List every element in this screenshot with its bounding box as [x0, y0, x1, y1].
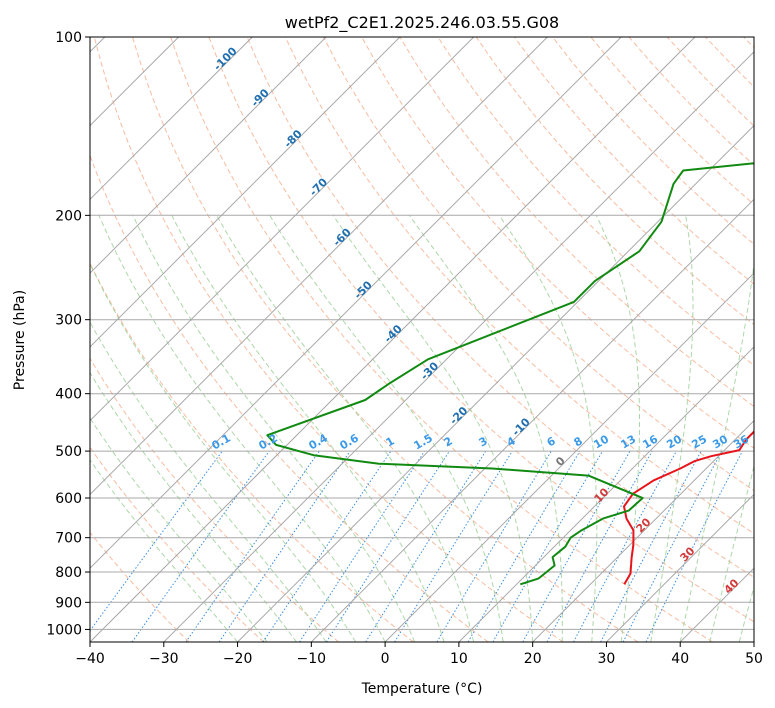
- x-tick-label: 30: [597, 651, 615, 667]
- mixing-ratio-line: [394, 450, 513, 642]
- y-tick-label: 100: [55, 30, 82, 46]
- isotherm-gridline: [384, 272, 754, 642]
- dry-adiabat: [284, 37, 754, 535]
- moist-adiabat: [408, 215, 563, 642]
- moist-adiabat: [90, 459, 238, 642]
- dry-adiabat: [90, 531, 190, 642]
- mixing-ratio-line: [131, 450, 270, 642]
- moist-adiabat: [132, 215, 416, 642]
- x-tick-label: 50: [745, 651, 763, 667]
- dry-adiabat: [90, 154, 489, 642]
- y-tick-label: 800: [55, 565, 82, 581]
- isotherm-gridline: [90, 37, 475, 422]
- mixing-ratio-line: [185, 450, 320, 642]
- mixing-ratio-line: [622, 450, 723, 642]
- dry-adiabat: [323, 37, 754, 492]
- axes: −40 −30 −20 −10 0 10 20 30 40 50 100 200 300 400 500 60…: [46, 30, 763, 667]
- dry-adiabat: [132, 37, 639, 642]
- temperature-line: [623, 430, 754, 585]
- moist-adiabat: [709, 464, 754, 642]
- isotherm-gridline: [458, 346, 754, 642]
- dry-adiabat: [437, 37, 754, 366]
- x-tick-label: −30: [149, 651, 179, 667]
- isotherm-gridline: [90, 37, 696, 642]
- moist-adiabat: [90, 417, 268, 642]
- mixing-ratio-line: [90, 450, 223, 632]
- x-tick-label: −20: [223, 651, 253, 667]
- dry-adiabat: [170, 37, 713, 642]
- moist-adiabat: [90, 262, 357, 642]
- x-tick-label: 0: [381, 651, 390, 667]
- dry-adiabat: [361, 37, 754, 449]
- isotherm-gridline: [606, 493, 754, 642]
- x-tick-label: 20: [524, 651, 542, 667]
- y-tick-label: 300: [55, 313, 82, 329]
- y-tick-label: 200: [55, 208, 82, 224]
- moist-adiabat: [595, 215, 640, 642]
- y-tick-label: 500: [55, 444, 82, 460]
- x-tick-label: −10: [297, 651, 327, 667]
- dry-adiabat: [90, 446, 265, 642]
- isotherm-gridline: [163, 51, 754, 642]
- moist-adiabat: [90, 371, 297, 642]
- y-tick-label: 600: [55, 491, 82, 507]
- isotherm-gridline: [90, 37, 327, 274]
- plot-frame: [89, 36, 755, 643]
- x-tick-label: 40: [671, 651, 689, 667]
- moist-adiabat: [98, 215, 386, 642]
- y-tick-label: 700: [55, 531, 82, 547]
- mixing-ratio-line: [325, 450, 450, 642]
- moist-adiabat: [171, 215, 445, 642]
- moist-adiabat: [650, 215, 694, 642]
- moist-adiabat: [90, 321, 327, 642]
- plot-area: [90, 37, 754, 642]
- y-tick-label: 1000: [46, 622, 82, 638]
- moist-adiabat: [679, 259, 754, 642]
- x-tick-label: 10: [450, 651, 468, 667]
- mixing-ratio-line: [262, 450, 392, 642]
- isotherm-gridline: [90, 37, 548, 496]
- isotherm-gridline: [90, 37, 401, 348]
- chart-title: wetPf2_C2E1.2025.246.03.55.G08: [285, 13, 559, 33]
- x-axis-label: Temperature (°C): [361, 681, 483, 697]
- mixing-ratio-line: [600, 450, 702, 642]
- mixing-ratio-line: [645, 450, 743, 642]
- y-tick-label: 900: [55, 595, 82, 611]
- dewpoint-line: [266, 162, 754, 586]
- y-axis-label: Pressure (hPa): [12, 290, 28, 390]
- mixing-ratio-line: [436, 450, 552, 642]
- y-tick-label: 400: [55, 387, 82, 403]
- mixing-ratio-line: [365, 450, 487, 642]
- dry-adiabat: [93, 37, 564, 642]
- mixing-ratio-line: [299, 450, 426, 642]
- isotherm-gridline: [310, 198, 754, 642]
- mixing-ratio-line: [546, 450, 653, 642]
- background-lines: [90, 37, 754, 642]
- dry-adiabat: [208, 37, 754, 623]
- isotherm-gridline: [90, 37, 253, 201]
- x-tick-label: −40: [75, 651, 105, 667]
- mixing-ratio-line: [573, 450, 677, 642]
- moist-adiabat: [269, 215, 504, 642]
- mixing-ratio-line: [522, 450, 631, 642]
- profile-lines: [266, 162, 754, 586]
- moist-adiabat: [498, 215, 598, 642]
- isotherm-gridline: [237, 124, 754, 642]
- isotherm-gridline: [90, 37, 622, 569]
- mixing-ratio-line: [218, 450, 351, 642]
- dry-adiabat: [90, 357, 339, 642]
